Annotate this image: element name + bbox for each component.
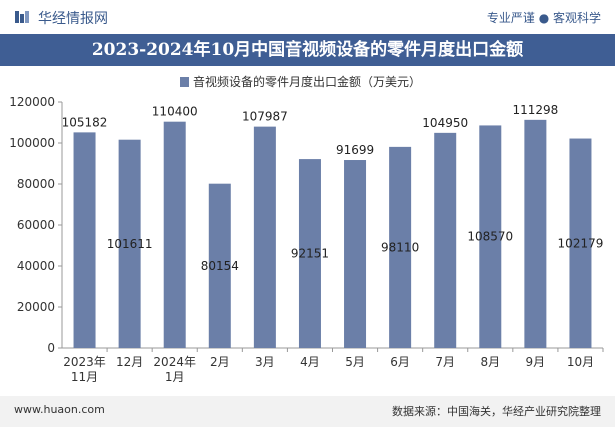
y-tick-label: 80000 [17, 177, 55, 191]
data-label: 92151 [291, 247, 329, 261]
y-tick-label: 100000 [9, 136, 55, 150]
data-label: 108570 [467, 230, 513, 244]
bar [163, 121, 186, 349]
y-tick-label: 40000 [17, 259, 55, 273]
bar [298, 159, 321, 348]
x-tick-label: 3月 [255, 355, 275, 369]
bar [73, 132, 96, 348]
top-bar: 华经情报网 专业严谨 ● 客观科学 [0, 0, 615, 34]
y-tick-label: 60000 [17, 218, 55, 232]
data-label: 91699 [336, 143, 374, 157]
data-label: 110400 [152, 105, 198, 119]
data-labels: 105182 101611 110400 80154 107987 92151 91699 9… [62, 103, 604, 273]
legend-label: 音视频设备的零件月度出口金额（万美元） [193, 74, 421, 89]
bar [479, 125, 502, 348]
x-tick-label: 8月 [480, 355, 500, 369]
bar [434, 132, 457, 348]
data-label: 111298 [512, 103, 558, 117]
y-axis: 0 20000 40000 60000 80000 100000 120000 [9, 95, 63, 355]
legend-swatch [180, 77, 189, 87]
x-tick-label: 2月 [210, 355, 230, 369]
data-label: 98110 [381, 240, 419, 254]
y-tick-label: 120000 [9, 95, 55, 109]
x-tick-label: 5月 [345, 355, 365, 369]
x-tick-label: 4月 [300, 355, 320, 369]
bar-series [73, 119, 592, 349]
bar [569, 138, 592, 348]
data-label: 102179 [558, 236, 604, 250]
x-tick-label: 7月 [435, 355, 455, 369]
data-label: 101611 [107, 237, 153, 251]
data-label: 80154 [201, 259, 239, 273]
y-tick-label: 20000 [17, 300, 55, 314]
page-title: 2023-2024年10月中国音视频设备的零件月度出口金额 [91, 40, 524, 60]
bar [344, 160, 367, 348]
x-tick-label: 2023年 [63, 355, 106, 369]
data-label: 105182 [62, 115, 108, 129]
x-tick-label: 1月 [165, 370, 185, 384]
title-bar: 2023-2024年10月中国音视频设备的零件月度出口金额 [0, 34, 615, 66]
bar [524, 119, 547, 348]
x-tick-label: 9月 [526, 355, 546, 369]
x-tick-label: 12月 [116, 355, 143, 369]
data-source: 数据来源：中国海关，华经产业研究院整理 [392, 405, 601, 418]
footer: www.huaon.com 数据来源：中国海关，华经产业研究院整理 [0, 396, 615, 427]
x-tick-label: 11月 [71, 370, 98, 384]
bar [253, 126, 276, 348]
data-label: 107987 [242, 110, 288, 124]
data-label: 104950 [422, 116, 468, 130]
brand-logo-icon [15, 11, 29, 23]
chart-legend: 音视频设备的零件月度出口金额（万美元） [180, 74, 421, 89]
bar-chart: 音视频设备的零件月度出口金额（万美元） 0 20000 40000 60000 8000… [9, 74, 604, 384]
y-tick-label: 0 [47, 341, 55, 355]
bar [118, 139, 141, 348]
x-tick-label: 2024年 [153, 355, 196, 369]
site-name[interactable]: 华经情报网 [38, 11, 108, 27]
x-tick-label: 6月 [390, 355, 410, 369]
website-link[interactable]: www.huaon.com [14, 403, 105, 416]
tagline: 专业严谨 ● 客观科学 [486, 11, 601, 25]
bar [389, 146, 412, 348]
bar [208, 183, 231, 348]
x-tick-label: 10月 [567, 355, 594, 369]
